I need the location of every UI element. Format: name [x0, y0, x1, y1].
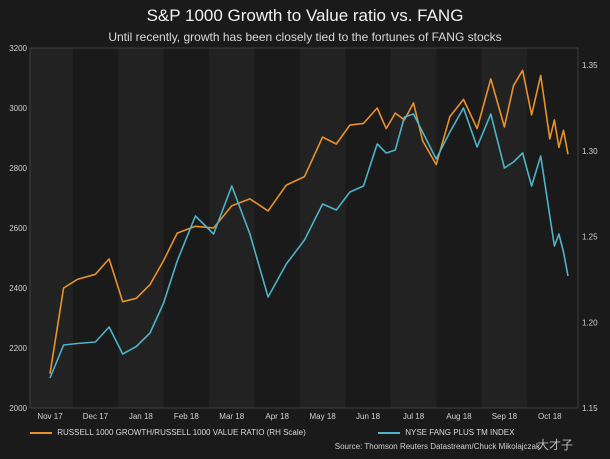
x-axis-tick-label: Mar 18 [219, 412, 244, 421]
left-axis-tick-label: 2000 [9, 404, 27, 413]
legend-swatch-blue [378, 431, 400, 434]
x-axis-tick-label: Jan 18 [129, 412, 154, 421]
month-band [30, 48, 73, 408]
right-axis-tick-label: 1.25 [582, 233, 598, 242]
left-axis-tick-label: 2400 [9, 284, 27, 293]
x-axis-tick-label: May 18 [310, 412, 337, 421]
x-axis-tick-label: Jul 18 [403, 412, 425, 421]
chart-subtitle: Until recently, growth has been closely … [108, 30, 502, 44]
month-band [118, 48, 164, 408]
left-axis-tick-label: 2200 [9, 344, 27, 353]
month-band [299, 48, 346, 408]
right-axis-tick-label: 1.30 [582, 147, 598, 156]
source-note: Source: Thomson Reuters Datastream/Chuck… [334, 442, 540, 451]
series-line-growth-value-ratio [49, 69, 569, 374]
left-axis-tick-label: 2800 [9, 164, 27, 173]
right-axis-tick-label: 1.35 [582, 61, 598, 70]
x-axis-tick-label: Nov 17 [37, 412, 63, 421]
series-line-fang-index [49, 107, 569, 379]
x-axis-tick-label: Oct 18 [538, 412, 562, 421]
legend-item-fang: NYSE FANG PLUS TM INDEX [378, 428, 514, 437]
legend-label-growth-value: RUSSELL 1000 GROWTH/RUSSELL 1000 VALUE R… [57, 428, 306, 437]
chart-title: S&P 1000 Growth to Value ratio vs. FANG [146, 6, 464, 25]
legend-label-fang: NYSE FANG PLUS TM INDEX [405, 428, 515, 437]
left-axis-tick-label: 2600 [9, 224, 27, 233]
legend-item-growth-value: RUSSELL 1000 GROWTH/RUSSELL 1000 VALUE R… [30, 428, 306, 437]
x-axis-tick-label: Dec 17 [83, 412, 109, 421]
x-axis-tick-label: Sep 18 [492, 412, 518, 421]
x-axis-tick-label: Jun 18 [356, 412, 381, 421]
watermark-logo: 大才子 [537, 438, 574, 452]
x-axis-tick-label: Feb 18 [174, 412, 199, 421]
x-axis-tick-label: Aug 18 [446, 412, 472, 421]
month-band [481, 48, 528, 408]
right-axis-tick-label: 1.20 [582, 318, 598, 327]
x-axis-tick-label: Apr 18 [265, 412, 289, 421]
left-axis-tick-label: 3000 [9, 104, 27, 113]
legend-swatch-orange [30, 431, 52, 434]
right-axis-tick-label: 1.15 [582, 404, 598, 413]
month-band [390, 48, 437, 408]
left-axis-tick-label: 3200 [9, 44, 27, 53]
plot-frame [29, 47, 579, 409]
